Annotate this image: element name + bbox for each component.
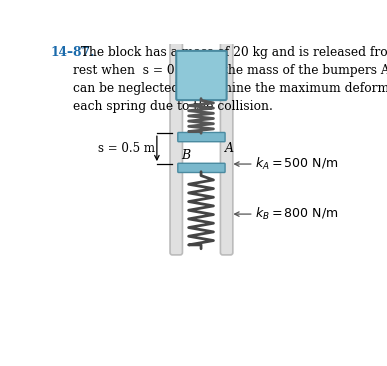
FancyBboxPatch shape: [178, 163, 225, 172]
Text: 14–87.: 14–87.: [51, 46, 95, 59]
FancyBboxPatch shape: [170, 42, 182, 255]
Text: A: A: [225, 142, 234, 156]
Text: B: B: [182, 149, 191, 162]
Text: The block has a mass of 20 kg and is released from
rest when  s = 0.5 m. If the : The block has a mass of 20 kg and is rel…: [73, 46, 387, 113]
FancyBboxPatch shape: [178, 132, 225, 142]
FancyBboxPatch shape: [221, 42, 233, 255]
FancyBboxPatch shape: [176, 51, 227, 100]
Text: s = 0.5 m: s = 0.5 m: [98, 142, 154, 155]
Text: $k_B = 800\ \mathrm{N/m}$: $k_B = 800\ \mathrm{N/m}$: [255, 206, 339, 222]
Text: $k_A = 500\ \mathrm{N/m}$: $k_A = 500\ \mathrm{N/m}$: [255, 156, 339, 172]
